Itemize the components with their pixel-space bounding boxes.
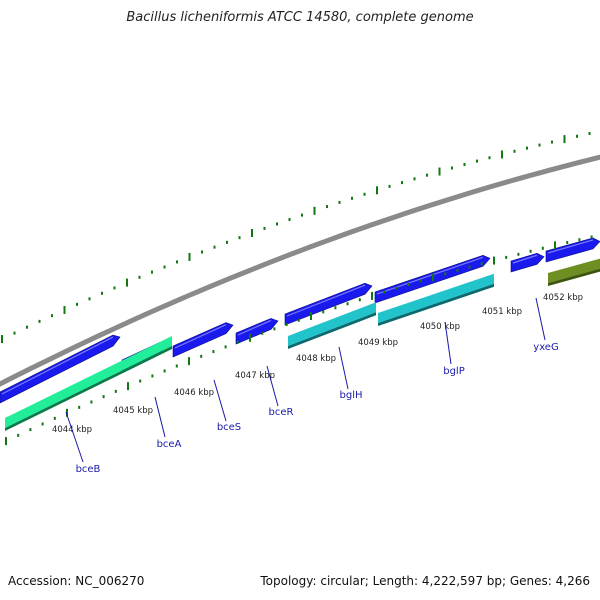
accession-label: Accession: NC_006270 xyxy=(8,574,145,588)
position-label: 4047 kbp xyxy=(235,371,275,381)
gene-connector xyxy=(213,379,227,422)
cds-arrow xyxy=(172,322,234,358)
position-label: 4049 kbp xyxy=(358,338,398,348)
gene-connector xyxy=(444,321,452,365)
feature-track xyxy=(5,258,600,431)
gene-connector xyxy=(338,346,349,390)
genome-title: Bacillus licheniformis ATCC 14580, compl… xyxy=(126,10,474,25)
cds-arrow xyxy=(510,252,545,273)
gene-connector xyxy=(535,297,546,341)
position-label: 4045 kbp xyxy=(113,406,153,416)
genome-summary: Topology: circular; Length: 4,222,597 bp… xyxy=(260,574,590,588)
cds-highlight xyxy=(547,239,594,254)
inner-tick-track xyxy=(5,235,593,446)
gene-label-bceA: bceA xyxy=(157,439,182,450)
gene-label-bglH: bglH xyxy=(340,390,363,401)
cds-arrow xyxy=(284,282,373,326)
position-label: 4052 kbp xyxy=(543,293,583,303)
position-label: 4046 kbp xyxy=(174,388,214,398)
cds-highlight xyxy=(1,336,114,395)
genome-backbone xyxy=(0,154,600,387)
cds-highlight xyxy=(286,284,366,317)
feature-bar-shadow xyxy=(548,268,600,286)
cds-arrow xyxy=(0,334,121,404)
position-label: 4050 kbp xyxy=(420,322,460,332)
cds-highlight xyxy=(237,319,272,336)
gene-labels: bceB bceA bceS bceR bglH bglP yxeG xyxy=(65,297,559,475)
gene-connector xyxy=(65,411,84,463)
position-label: 4048 kbp xyxy=(296,354,336,364)
feature-bar xyxy=(5,336,172,428)
cds-arrow xyxy=(545,237,600,263)
cds-highlight xyxy=(174,324,227,349)
gene-label-yxeG: yxeG xyxy=(533,342,558,353)
feature-bar xyxy=(378,273,494,323)
feature-bar-shadow xyxy=(288,312,376,349)
cds-highlight xyxy=(376,256,484,295)
cds-highlight xyxy=(512,254,538,264)
feature-bar-shadow xyxy=(5,346,172,431)
feature-bar xyxy=(288,302,376,346)
gene-connector xyxy=(266,365,279,407)
feature-bar-shadow xyxy=(378,283,494,326)
cds-arrow xyxy=(235,318,279,345)
gene-label-bglP: bglP xyxy=(443,366,465,377)
gene-label-bceS: bceS xyxy=(217,422,241,433)
feature-bar xyxy=(548,258,600,283)
outer-tick-track xyxy=(1,131,591,344)
gene-connector xyxy=(154,396,166,438)
gene-label-bceB: bceB xyxy=(76,464,101,475)
gene-label-bceR: bceR xyxy=(269,407,294,418)
position-label: 4051 kbp xyxy=(482,307,522,317)
